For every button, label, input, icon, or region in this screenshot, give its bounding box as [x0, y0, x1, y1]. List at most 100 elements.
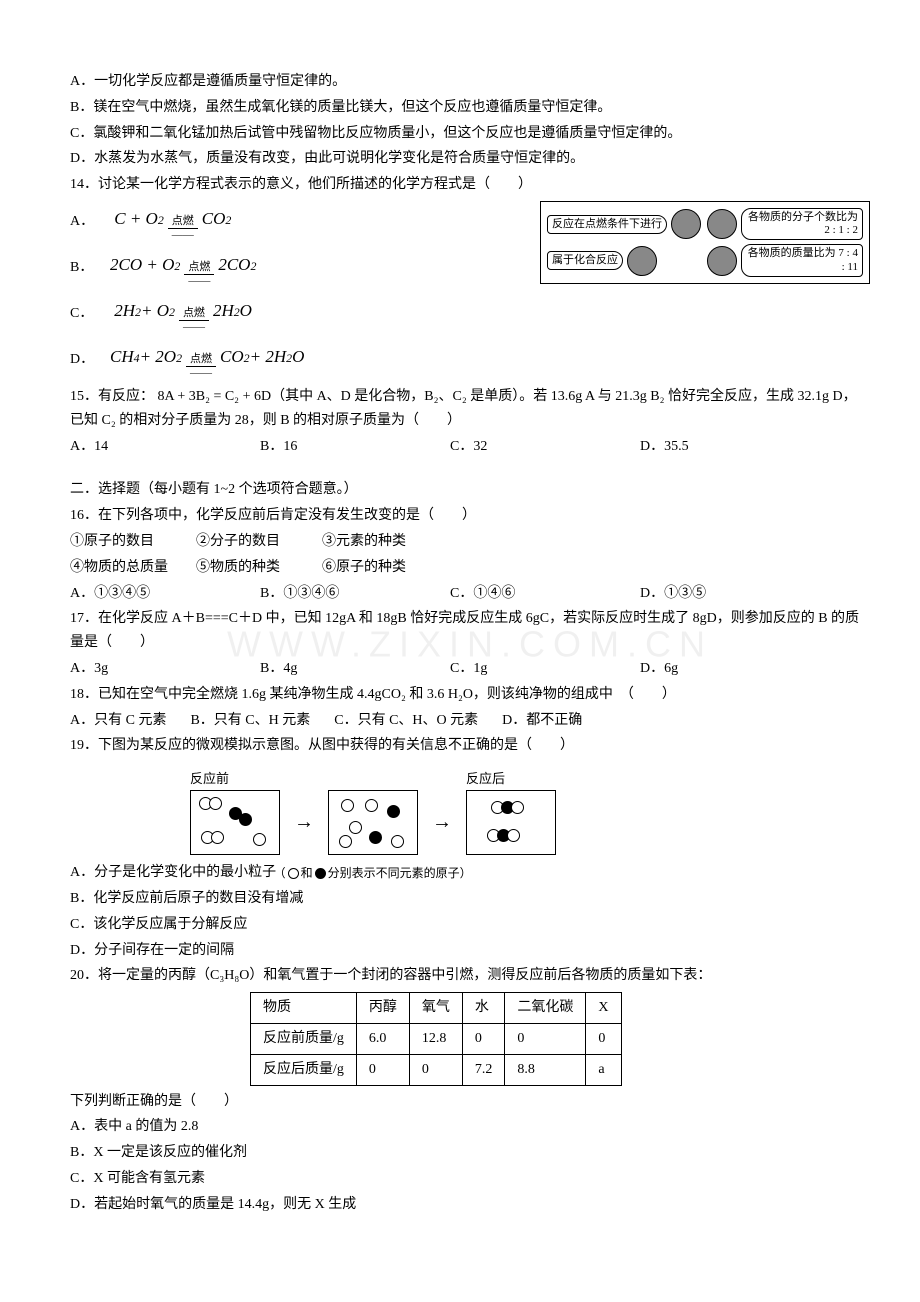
cartoon-cell-3: 属于化合反应 — [547, 244, 703, 276]
q19-legend: （ 和 分别表示不同元素的原子） — [274, 863, 472, 883]
q19-stem: 19．下图为某反应的微观模拟示意图。从图中获得的有关信息不正确的是（ ） — [70, 734, 870, 758]
q19-box-before — [190, 790, 280, 855]
q20-tail: 下列判断正确的是（ ） — [70, 1090, 870, 1114]
cartoon-icon — [707, 246, 737, 276]
td: 0 — [505, 1024, 586, 1055]
q17-opts: A．3g B．4g C．1g D．6g — [70, 657, 870, 681]
q16-items-1: ①原子的数目 ②分子的数目 ③元素的种类 — [70, 530, 870, 554]
q17-stem: 17．在化学反应 A＋B===C＋D 中，已知 12gA 和 18gB 恰好完成… — [70, 607, 870, 655]
q15-opts: A．14 B．16 C．32 D．35.5 — [70, 435, 870, 459]
q18-opt-c: C．只有 C、H、O 元素 — [334, 709, 478, 733]
q14-equations-wrap: 反应在点燃条件下进行 各物质的分子个数比为 2 : 1 : 2 属于化合反应 各… — [70, 201, 870, 381]
td: 0 — [462, 1024, 505, 1055]
q19-after-label: 反应后 — [466, 768, 556, 790]
q20-table: 物质 丙醇 氧气 水 二氧化碳 X 反应前质量/g 6.0 12.8 0 0 0… — [250, 992, 622, 1085]
q15-opt-b: B．16 — [260, 435, 390, 459]
q19-diagram: 反应前 → → 反应后 — [190, 768, 870, 855]
q13-opt-a: A．一切化学反应都是遵循质量守恒定律的。 — [70, 70, 870, 94]
q17-opt-a: A．3g — [70, 657, 200, 681]
arrow-icon: → — [432, 805, 452, 839]
q15-opt-a: A．14 — [70, 435, 200, 459]
q16-opt-c: C．①④⑥ — [450, 582, 580, 606]
q14-stem: 14．讨论某一化学方程式表示的意义，他们所描述的化学方程式是（ ） — [70, 173, 870, 197]
q14-opt-b-label: B． — [70, 256, 110, 280]
cartoon-cell-4: 各物质的质量比为 7 : 4 : 11 — [707, 244, 863, 276]
q20-opt-c: C．X 可能含有氢元素 — [70, 1167, 870, 1191]
q14-eq-b: 2CO + O2 点燃—— 2CO2 — [110, 251, 256, 285]
cartoon-bubble-4: 各物质的质量比为 7 : 4 : 11 — [741, 244, 863, 276]
q16-opt-a: A．①③④⑤ — [70, 582, 200, 606]
td: 0 — [409, 1054, 462, 1085]
cartoon-bubble-1: 反应在点燃条件下进行 — [547, 215, 667, 234]
q17-opt-c: C．1g — [450, 657, 580, 681]
td: 7.2 — [462, 1054, 505, 1085]
td: 12.8 — [409, 1024, 462, 1055]
q15-opt-d: D．35.5 — [640, 435, 770, 459]
q17-opt-b: B．4g — [260, 657, 390, 681]
q14-opt-c: C． 2H2 + O2 点燃—— 2H2O — [70, 293, 870, 335]
table-row: 物质 丙醇 氧气 水 二氧化碳 X — [251, 993, 622, 1024]
cartoon-bubble-3: 属于化合反应 — [547, 251, 623, 270]
cartoon-cell-2: 各物质的分子个数比为 2 : 1 : 2 — [707, 208, 863, 240]
legend-tail: 分别表示不同元素的原子） — [328, 863, 472, 883]
cartoon-cell-1: 反应在点燃条件下进行 — [547, 208, 703, 240]
q13-opt-c: C．氯酸钾和二氧化锰加热后试管中残留物比反应物质量小，但这个反应也是遵循质量守恒… — [70, 122, 870, 146]
q19-opt-a-text: A．分子是化学变化中的最小粒子 — [70, 865, 276, 880]
q20-opt-d: D．若起始时氧气的质量是 14.4g，则无 X 生成 — [70, 1193, 870, 1217]
cartoon-bubble-2: 各物质的分子个数比为 2 : 1 : 2 — [741, 208, 863, 240]
q17-block: WWW.ZIXIN.COM.CN 17．在化学反应 A＋B===C＋D 中，已知… — [70, 607, 870, 680]
td: 反应后质量/g — [251, 1054, 357, 1085]
cartoon-icon — [627, 246, 657, 276]
td: a — [586, 1054, 621, 1085]
arrow-icon: → — [294, 805, 314, 839]
table-row: 反应后质量/g 0 0 7.2 8.8 a — [251, 1054, 622, 1085]
td: 8.8 — [505, 1054, 586, 1085]
q18-opt-a: A．只有 C 元素 — [70, 709, 166, 733]
q20-opt-a: A．表中 a 的值为 2.8 — [70, 1115, 870, 1139]
q14-opt-a-label: A． — [70, 210, 110, 234]
th: 丙醇 — [356, 993, 409, 1024]
q19-before-label: 反应前 — [190, 768, 280, 790]
td: 0 — [356, 1054, 409, 1085]
q16-stem: 16．在下列各项中，化学反应前后肯定没有发生改变的是（ ） — [70, 504, 870, 528]
q16-opt-d: D．①③⑤ — [640, 582, 770, 606]
th: 氧气 — [409, 993, 462, 1024]
q19-opt-b: B．化学反应前后原子的数目没有增减 — [70, 887, 870, 911]
td: 0 — [586, 1024, 621, 1055]
q14-opt-d: D． CH4 + 2O2 点燃—— CO2 + 2H2O — [70, 339, 870, 381]
q15-opt-c: C．32 — [450, 435, 580, 459]
q16-items-2: ④物质的总质量 ⑤物质的种类 ⑥原子的种类 — [70, 556, 870, 580]
q15-stem: 15．有反应： 8A + 3B₂ = C₂ + 6D（其中 A、D 是化合物，B… — [70, 385, 870, 433]
q20-stem: 20．将一定量的丙醇（C₃H₈O）和氧气置于一个封闭的容器中引燃，测得反应前后各… — [70, 964, 870, 988]
q19-box-mid — [328, 790, 418, 855]
q18-opts: A．只有 C 元素 B．只有 C、H 元素 C．只有 C、H、O 元素 D．都不… — [70, 709, 870, 733]
cartoon-icon — [671, 209, 701, 239]
black-atom-icon — [315, 868, 326, 879]
q19-opt-a: A．分子是化学变化中的最小粒子 （ 和 分别表示不同元素的原子） — [70, 861, 870, 885]
td: 反应前质量/g — [251, 1024, 357, 1055]
q18-stem: 18．已知在空气中完全燃烧 1.6g 某纯净物生成 4.4gCO₂ 和 3.6 … — [70, 683, 870, 707]
q13-opt-b: B．镁在空气中燃烧，虽然生成氧化镁的质量比镁大，但这个反应也遵循质量守恒定律。 — [70, 96, 870, 120]
legend-mid: 和 — [301, 863, 313, 883]
q14-cartoon: 反应在点燃条件下进行 各物质的分子个数比为 2 : 1 : 2 属于化合反应 各… — [540, 201, 870, 284]
q18-opt-d: D．都不正确 — [502, 709, 582, 733]
q13-opt-d: D．水蒸发为水蒸气，质量没有改变，由此可说明化学变化是符合质量守恒定律的。 — [70, 147, 870, 171]
th: X — [586, 993, 621, 1024]
white-atom-icon — [288, 868, 299, 879]
th: 物质 — [251, 993, 357, 1024]
th: 二氧化碳 — [505, 993, 586, 1024]
q16-opts: A．①③④⑤ B．①③④⑥ C．①④⑥ D．①③⑤ — [70, 582, 870, 606]
td: 6.0 — [356, 1024, 409, 1055]
q17-opt-d: D．6g — [640, 657, 770, 681]
spacer — [328, 768, 418, 790]
q19-box-after — [466, 790, 556, 855]
q14-eq-d: CH4 + 2O2 点燃—— CO2 + 2H2O — [110, 343, 304, 377]
q14-opt-d-label: D． — [70, 348, 110, 372]
q18-opt-b: B．只有 C、H 元素 — [190, 709, 310, 733]
section-2-heading: 二．选择题（每小题有 1~2 个选项符合题意。） — [70, 478, 870, 502]
cartoon-icon — [707, 209, 737, 239]
q14-eq-c: 2H2 + O2 点燃—— 2H2O — [110, 297, 252, 331]
table-row: 反应前质量/g 6.0 12.8 0 0 0 — [251, 1024, 622, 1055]
q19-opt-c: C．该化学反应属于分解反应 — [70, 913, 870, 937]
q16-opt-b: B．①③④⑥ — [260, 582, 390, 606]
